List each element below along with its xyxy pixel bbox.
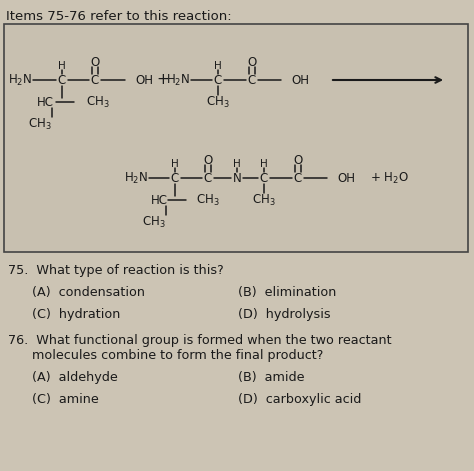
Text: (B)  elimination: (B) elimination — [238, 286, 337, 299]
Text: O: O — [247, 56, 256, 68]
Text: H: H — [260, 159, 268, 169]
Text: CH$_3$: CH$_3$ — [142, 214, 166, 229]
Text: (A)  condensation: (A) condensation — [32, 286, 145, 299]
Text: +: + — [156, 73, 169, 88]
Text: 76.  What functional group is formed when the two reactant: 76. What functional group is formed when… — [8, 334, 392, 347]
Text: C: C — [214, 73, 222, 87]
Bar — [4, 24, 468, 252]
Text: H$_2$N: H$_2$N — [8, 73, 32, 88]
Text: C: C — [260, 171, 268, 185]
Text: N: N — [233, 171, 241, 185]
Text: C: C — [204, 171, 212, 185]
Text: C: C — [248, 73, 256, 87]
Text: H$_2$N: H$_2$N — [124, 171, 148, 186]
Text: 75.  What type of reaction is this?: 75. What type of reaction is this? — [8, 264, 224, 277]
Text: C: C — [294, 171, 302, 185]
Text: CH$_3$: CH$_3$ — [196, 193, 219, 208]
Text: (D)  carboxylic acid: (D) carboxylic acid — [238, 393, 361, 406]
Text: H$_2$N: H$_2$N — [166, 73, 190, 88]
Text: CH$_3$: CH$_3$ — [252, 193, 276, 208]
Text: H: H — [233, 159, 241, 169]
Text: H: H — [214, 61, 222, 71]
Text: O: O — [203, 154, 213, 167]
Text: (A)  aldehyde: (A) aldehyde — [32, 371, 118, 384]
Text: CH$_3$: CH$_3$ — [28, 116, 52, 131]
Text: CH$_3$: CH$_3$ — [86, 95, 109, 110]
Text: H: H — [58, 61, 66, 71]
Text: O: O — [293, 154, 302, 167]
Text: OH: OH — [291, 73, 309, 87]
Text: (B)  amide: (B) amide — [238, 371, 304, 384]
Text: OH: OH — [135, 73, 153, 87]
Text: (C)  amine: (C) amine — [32, 393, 99, 406]
Text: HC: HC — [151, 194, 168, 206]
Text: C: C — [91, 73, 99, 87]
Text: molecules combine to form the final product?: molecules combine to form the final prod… — [8, 349, 323, 362]
Text: (D)  hydrolysis: (D) hydrolysis — [238, 308, 331, 321]
Text: CH$_3$: CH$_3$ — [206, 95, 230, 110]
Text: + H$_2$O: + H$_2$O — [370, 171, 409, 186]
Text: C: C — [171, 171, 179, 185]
Text: Items 75-76 refer to this reaction:: Items 75-76 refer to this reaction: — [6, 10, 232, 23]
Text: H: H — [171, 159, 179, 169]
Text: HC: HC — [37, 96, 54, 108]
Text: OH: OH — [337, 171, 355, 185]
Text: (C)  hydration: (C) hydration — [32, 308, 120, 321]
Text: C: C — [58, 73, 66, 87]
Text: O: O — [91, 56, 100, 68]
